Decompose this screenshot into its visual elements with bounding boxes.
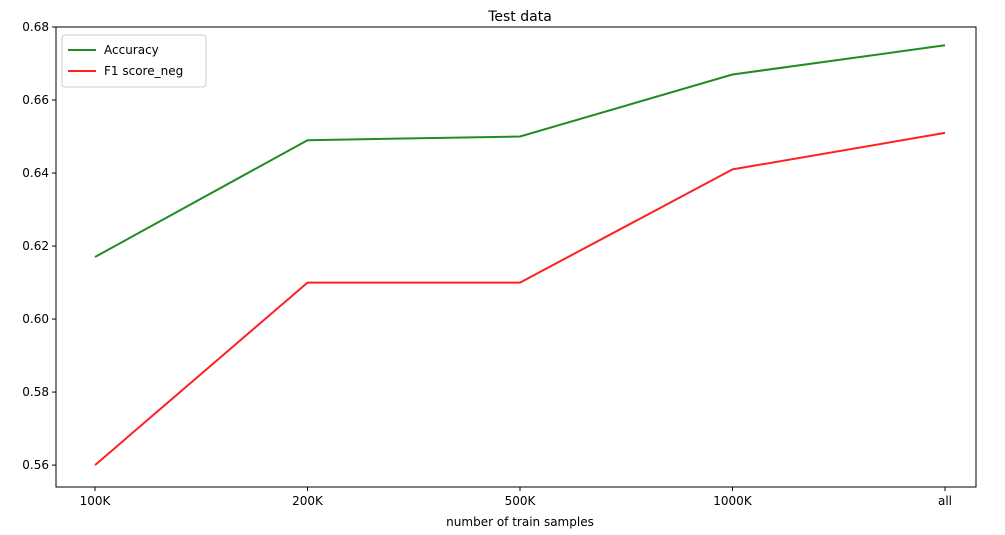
legend: Accuracy F1 score_neg bbox=[61, 34, 207, 88]
y-tick-label: 0.58 bbox=[22, 385, 49, 399]
legend-label: F1 score_neg bbox=[104, 64, 183, 78]
series-line-0 bbox=[94, 44, 946, 258]
x-tick-label: 100K bbox=[80, 494, 112, 508]
x-tick-label: 500K bbox=[505, 494, 537, 508]
x-tick-label: 1000K bbox=[713, 494, 753, 508]
x-tick-label: all bbox=[938, 494, 952, 508]
y-tick-label: 0.64 bbox=[22, 166, 49, 180]
x-tick-label: 200K bbox=[292, 494, 324, 508]
y-tick-label: 0.62 bbox=[22, 239, 49, 253]
x-axis: 100K 200K 500K 1000K all bbox=[80, 487, 952, 508]
series-line-1 bbox=[94, 131, 946, 466]
chart-title: Test data bbox=[487, 9, 552, 25]
series-lines bbox=[94, 44, 946, 466]
x-axis-label: number of train samples bbox=[446, 515, 594, 529]
y-tick-label: 0.68 bbox=[22, 20, 49, 34]
legend-label: Accuracy bbox=[104, 43, 159, 57]
y-tick-label: 0.60 bbox=[22, 312, 49, 326]
y-tick-label: 0.56 bbox=[22, 458, 49, 472]
y-axis: 0.56 0.58 0.60 0.62 0.64 0.66 0.68 bbox=[22, 20, 56, 472]
legend-box bbox=[61, 34, 207, 88]
plot-area bbox=[55, 26, 977, 488]
y-tick-label: 0.66 bbox=[22, 93, 49, 107]
